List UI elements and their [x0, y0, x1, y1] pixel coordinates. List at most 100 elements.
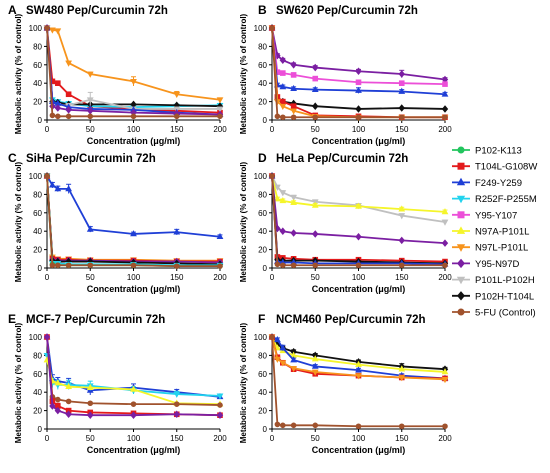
data-point: [86, 383, 94, 390]
data-point: [442, 114, 448, 121]
data-point: [217, 113, 223, 120]
series-line: [46, 175, 220, 262]
series-p102-k113-c: [44, 173, 223, 269]
legend-item: N97A-P101L: [452, 226, 529, 238]
data-point: [290, 422, 297, 429]
data-point: [279, 56, 286, 64]
y-tick-label-b: 20: [258, 98, 267, 107]
panel-title-b: SW620 Pep/Curcumin 72h: [276, 5, 418, 17]
data-point: [216, 97, 224, 104]
data-point: [398, 262, 405, 269]
series-f249-y259-c: [43, 172, 224, 240]
data-point: [312, 230, 319, 238]
y-tick-label-b: 60: [258, 61, 267, 70]
series-line: [46, 175, 220, 268]
y-tick-label-f: 60: [258, 370, 267, 379]
x-tick-label-f: 50: [311, 434, 320, 443]
panel-label-e: E: [8, 312, 16, 326]
data-point: [398, 70, 405, 78]
legend-label: N97L-P101L: [475, 243, 528, 254]
data-point: [312, 262, 319, 269]
x-tick-label-a: 50: [86, 125, 95, 134]
legend-item: P102H-T104L: [452, 291, 534, 302]
data-point: [280, 422, 286, 429]
y-tick-label-b: 100: [254, 24, 268, 33]
x-tick-label-c: 100: [127, 273, 141, 282]
data-point: [86, 225, 94, 232]
y-tick-label-a: 20: [33, 98, 42, 107]
data-point: [54, 104, 61, 112]
data-point: [55, 113, 61, 120]
data-point: [274, 344, 281, 351]
data-point: [86, 97, 94, 104]
y-axis-label-f: Metabolic activity (% of control): [239, 322, 248, 443]
data-point: [441, 208, 449, 215]
y-axis-label-a: Metabolic activity (% of control): [14, 13, 23, 134]
data-point: [355, 423, 362, 430]
data-point: [65, 91, 72, 98]
y-tick-label-b: 40: [258, 79, 267, 88]
y-tick-label-d: 60: [258, 209, 267, 218]
panel-d: D HeLa Pep/Curcumin 72h 0 20 40 60 80 100 0 50 100…: [239, 151, 452, 294]
data-point: [173, 410, 180, 419]
data-point: [274, 261, 281, 268]
data-point: [355, 86, 362, 93]
data-point: [311, 85, 319, 92]
legend-item: T104L-G108W: [452, 162, 537, 173]
data-point: [290, 114, 297, 121]
legend-marker: [456, 276, 466, 285]
data-point: [290, 262, 297, 269]
data-point: [269, 25, 275, 31]
series-5-fu-control-d: [269, 173, 448, 269]
data-point: [398, 114, 405, 121]
data-point: [54, 379, 62, 386]
x-axis-label-b: Concentration (μg/ml): [312, 136, 406, 146]
series-n97l-p101l-a: [43, 25, 224, 104]
data-point: [216, 106, 224, 113]
data-point: [398, 213, 406, 220]
series-f249-y259-b: [268, 24, 449, 97]
series-line: [46, 175, 220, 263]
panel-label-c: C: [8, 151, 17, 165]
data-point: [441, 368, 449, 375]
data-point: [290, 108, 298, 115]
data-point: [65, 410, 72, 419]
data-point: [274, 421, 281, 428]
y-tick-label-e: 0: [38, 425, 43, 434]
data-point: [290, 72, 297, 78]
x-tick-label-b: 100: [352, 125, 366, 134]
data-point: [442, 81, 448, 87]
legend-label: T104L-G108W: [475, 162, 537, 173]
data-point: [274, 184, 281, 191]
x-tick-label-e: 0: [45, 434, 50, 443]
data-point: [87, 262, 94, 269]
data-point: [312, 114, 319, 121]
panel-b: B SW620 Pep/Curcumin 72h 0 20 40 60 80 100 0 50 10…: [239, 3, 452, 146]
legend-marker: [457, 146, 465, 154]
data-point: [398, 205, 406, 212]
y-tick-label-e: 60: [33, 370, 42, 379]
data-point: [173, 263, 180, 269]
x-tick-label-e: 200: [213, 434, 227, 443]
data-point: [269, 173, 275, 179]
data-point: [312, 422, 319, 429]
x-tick-label-b: 0: [270, 125, 275, 134]
data-point: [87, 411, 94, 419]
data-point: [279, 227, 286, 235]
data-point: [65, 185, 73, 192]
data-point: [290, 61, 297, 69]
x-tick-label-a: 100: [127, 125, 141, 134]
legend-item: R252F-P255M: [452, 194, 537, 205]
series-t104l-g108w-c: [44, 173, 223, 265]
y-tick-label-a: 100: [29, 24, 43, 33]
series-p101l-p102h-a: [43, 25, 224, 113]
panel-label-d: D: [258, 151, 267, 165]
data-point: [173, 91, 181, 99]
data-point: [290, 103, 297, 110]
legend-item: F249-Y259: [452, 177, 522, 189]
data-point: [216, 411, 224, 419]
data-point: [398, 236, 405, 245]
y-axis-label-e: Metabolic activity (% of control): [14, 322, 23, 443]
data-point: [279, 190, 287, 197]
data-point: [355, 232, 362, 241]
